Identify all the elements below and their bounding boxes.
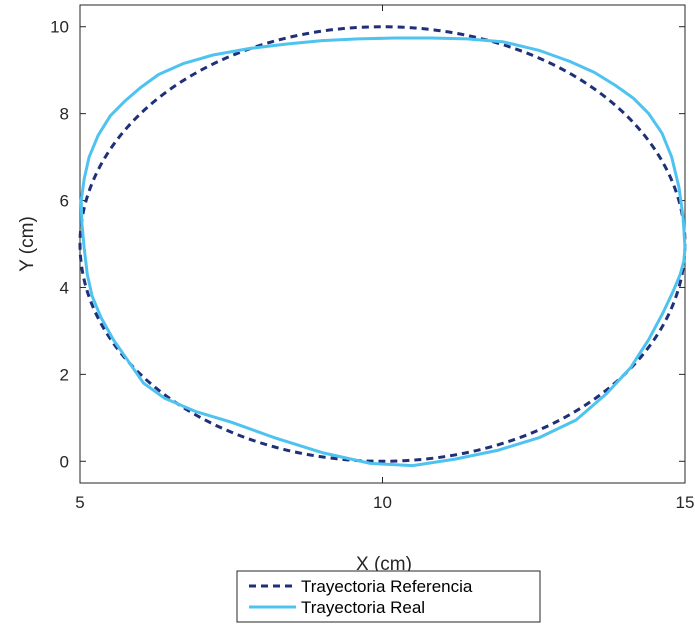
y-tick-label: 10 xyxy=(50,18,69,37)
plot-area xyxy=(79,4,686,484)
series-line-real xyxy=(79,36,687,468)
legend-box xyxy=(236,570,541,623)
x-tick-label: 15 xyxy=(676,493,695,512)
y-tick-label: 4 xyxy=(60,278,69,297)
legend-label-referencia: Trayectoria Referencia xyxy=(301,577,473,596)
legend-label-real: Trayectoria Real xyxy=(301,598,425,617)
y-tick-label: 2 xyxy=(60,365,69,384)
y-axis-label: Y (cm) xyxy=(17,216,38,272)
x-tick-label: 10 xyxy=(373,493,392,512)
legend: Trayectoria Referencia Trayectoria Real xyxy=(236,570,541,623)
x-axis-label: X (cm) xyxy=(356,554,412,575)
y-tick-label: 6 xyxy=(60,192,69,211)
x-tick-label: 5 xyxy=(75,493,84,512)
y-tick-label: 8 xyxy=(60,105,69,124)
series xyxy=(78,25,687,468)
y-tick-label: 0 xyxy=(60,452,69,471)
ticks: 5 10 15 0 2 4 6 8 10 xyxy=(50,5,694,512)
